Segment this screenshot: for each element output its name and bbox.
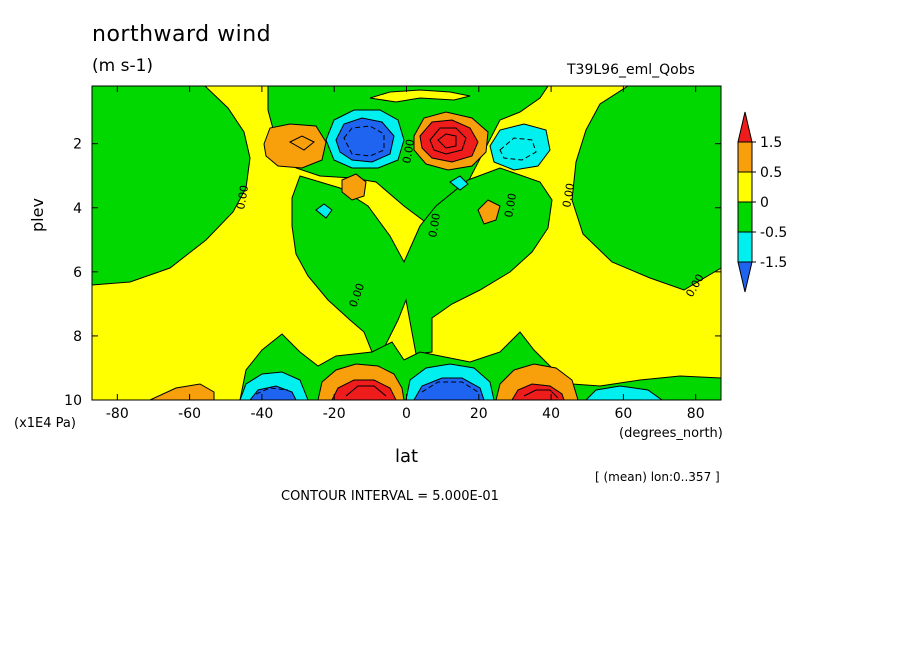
region-blue-lower-equator (413, 377, 485, 400)
negative-contour-line (255, 387, 289, 395)
x-axis-units: (degrees_north) (619, 426, 723, 441)
region-orange-upper-west (263, 123, 327, 169)
positive-contour-line (288, 135, 315, 151)
colorbar-label: 1.5 (760, 135, 782, 151)
x-tick-label: -40 (250, 406, 273, 422)
contour-label: 0.00 (234, 184, 251, 210)
region-orange-mid-north (477, 199, 501, 225)
colorbar-segment (737, 171, 753, 203)
colorbar-segment (737, 141, 753, 173)
positive-contours (288, 127, 559, 399)
positive-contour-line (429, 127, 467, 155)
colorbar-segment (737, 111, 753, 143)
region-orange-lower-west (149, 383, 215, 400)
y-tick-label: 2 (73, 137, 82, 153)
contour-label: 0.00 (426, 212, 443, 238)
positive-contour-line (345, 385, 387, 397)
x-tick-label: -20 (323, 406, 346, 422)
y-axis-ticks: 2 4 6 8 10 (64, 137, 721, 409)
region-red-lower-south (331, 379, 397, 400)
colorbar-segment (737, 261, 753, 293)
contour-label: 0.00 (560, 182, 577, 208)
contour-interval: CONTOUR INTERVAL = 5.000E-01 (281, 489, 499, 504)
region-green-east (571, 86, 721, 291)
colorbar-segment (737, 231, 753, 263)
colorbar-label: 0.5 (760, 165, 782, 181)
chart-title: northward wind (92, 22, 272, 47)
y-tick-label: 10 (64, 393, 82, 409)
region-green-west (92, 86, 251, 286)
contour-label: 0.00 (400, 138, 417, 164)
region-cyan-small-south (315, 203, 333, 219)
contour-fill-layer (92, 86, 721, 400)
colorbar-segment (737, 201, 753, 233)
x-axis-label: lat (395, 446, 419, 467)
region-top-wavy (369, 89, 471, 103)
region-cyan-lower-east (585, 385, 663, 400)
colorbar-label: 0 (760, 195, 769, 211)
y-tick-label: 6 (73, 265, 82, 281)
averaging-note: [ (mean) lon:0..357 ] (595, 470, 720, 484)
negative-contour-line (499, 137, 537, 161)
x-tick-label: 40 (542, 406, 560, 422)
contour-label: 0.00 (502, 192, 519, 218)
positive-contour-line (437, 133, 457, 149)
x-tick-label: 20 (470, 406, 488, 422)
negative-contour-line (421, 381, 479, 393)
colorbar-label: -1.5 (760, 255, 787, 271)
x-axis-ticks: -80 -60 -40 -20 0 20 40 60 80 (106, 86, 705, 422)
y-tick-label: 8 (73, 329, 82, 345)
x-tick-label: 80 (687, 406, 705, 422)
run-name: T39L96_eml_Qobs (567, 62, 695, 78)
x-tick-label: 0 (402, 406, 411, 422)
chart-units: (m s-1) (92, 56, 154, 76)
x-tick-label: 60 (614, 406, 632, 422)
region-cyan-small-north (449, 175, 469, 191)
x-tick-label: -80 (106, 406, 129, 422)
y-axis-units: (x1E4 Pa) (14, 416, 76, 431)
negative-contours (255, 125, 537, 395)
region-red-upper-north (419, 119, 479, 163)
region-orange-mid-south (341, 173, 367, 201)
colorbar-label: -0.5 (760, 225, 787, 241)
colorbar: 1.5 0.5 0 -0.5 -1.5 (737, 111, 787, 293)
positive-contour-line (523, 389, 559, 399)
x-tick-label: -60 (178, 406, 201, 422)
y-tick-label: 4 (73, 201, 82, 217)
